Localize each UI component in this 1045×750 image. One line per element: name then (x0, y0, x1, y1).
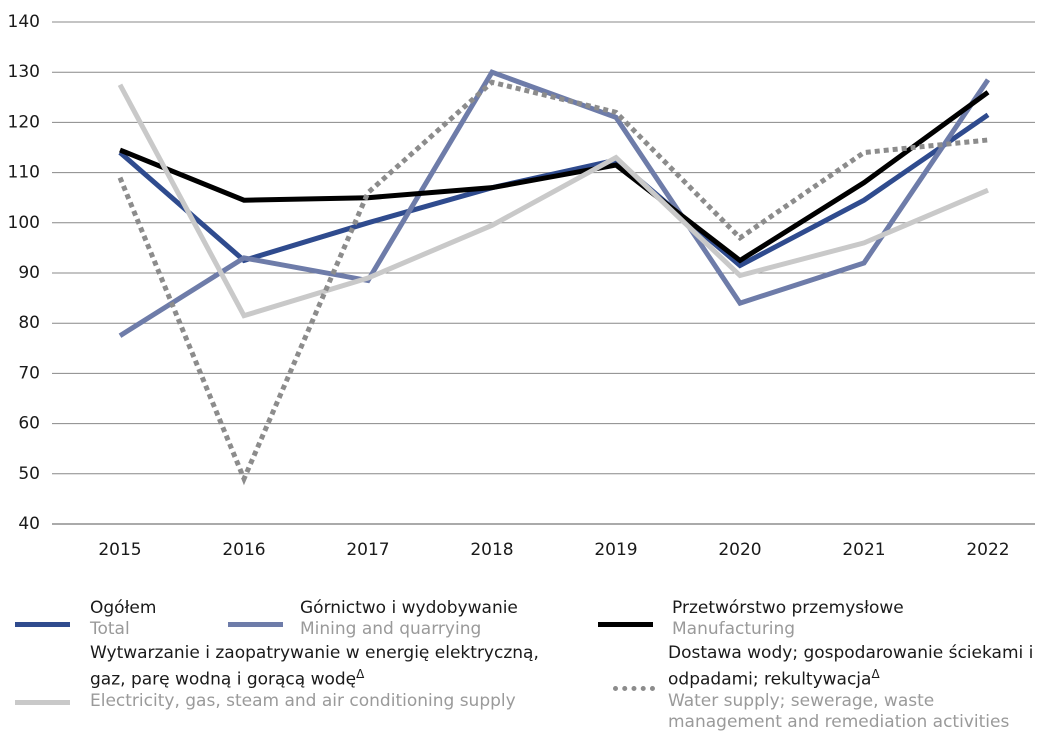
legend-swatch (15, 622, 70, 627)
legend-name: Ogółem (90, 598, 157, 618)
chart: 40 50 60 70 80 90 100 110 120 130 140 2015 2016 2017 2… (8, 12, 1035, 560)
x-tick-label: 2019 (594, 540, 637, 560)
series-line (117, 79, 989, 486)
legend-entry: Górnictwo i wydobywanie Mining and quarry… (300, 598, 590, 640)
y-tick-label: 60 (18, 414, 40, 434)
y-tick-label: 40 (18, 514, 40, 534)
legend-name-en: Manufacturing (672, 619, 796, 639)
legend-swatch (228, 622, 283, 627)
legend-entry: Przetwórstwo przemysłowe Manufacturing (672, 598, 1032, 640)
x-tick-label: 2015 (98, 540, 141, 560)
y-tick-label: 80 (18, 313, 40, 333)
y-tick-label: 130 (8, 62, 40, 82)
x-tick-label: 2017 (346, 540, 389, 560)
legend-mark: Δ (871, 667, 880, 681)
y-tick-label: 100 (8, 213, 40, 233)
legend-name-en: Water supply; sewerage, waste management… (668, 690, 1010, 732)
y-tick-label: 90 (18, 263, 40, 283)
y-tick-label: 110 (8, 163, 40, 183)
legend-entry: Ogółem Total (90, 598, 220, 640)
x-tick-label: 2021 (842, 540, 885, 560)
legend-name-en: Mining and quarrying (300, 619, 482, 639)
legend-swatch (613, 686, 655, 691)
legend-entry: Wytwarzanie i zaopatrywanie w energię el… (90, 643, 550, 712)
legend-swatch (598, 622, 653, 627)
legend-entry: Dostawa wody; gospodarowanie ściekami i … (668, 643, 1043, 733)
y-tick-label: 140 (8, 12, 40, 32)
legend-name: Dostawa wody; gospodarowanie ściekami i … (668, 643, 1034, 690)
legend-mark: Δ (356, 667, 365, 681)
y-tick-label: 70 (18, 363, 40, 383)
legend-name: Wytwarzanie i zaopatrywanie w energię el… (90, 643, 539, 690)
x-tick-label: 2022 (966, 540, 1009, 560)
series-line (117, 83, 989, 319)
legend-name: Górnictwo i wydobywanie (300, 598, 518, 618)
x-tick-label: 2020 (718, 540, 761, 560)
legend-name-en: Total (90, 619, 130, 639)
legend-swatch (15, 700, 70, 705)
y-tick-label: 120 (8, 112, 40, 132)
series-line (119, 90, 990, 264)
legend-name-en: Electricity, gas, steam and air conditio… (90, 690, 516, 711)
x-tick-label: 2016 (222, 540, 265, 560)
y-tick-label: 50 (18, 464, 40, 484)
x-tick-label: 2018 (470, 540, 513, 560)
legend-name: Przetwórstwo przemysłowe (672, 598, 904, 618)
